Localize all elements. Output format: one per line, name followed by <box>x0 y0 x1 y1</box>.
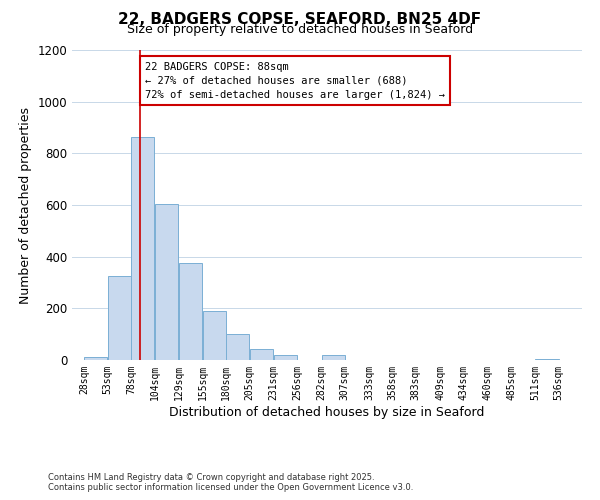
Bar <box>250 349 272 360</box>
X-axis label: Distribution of detached houses by size in Seaford: Distribution of detached houses by size … <box>169 406 485 418</box>
Bar <box>322 356 344 360</box>
Bar <box>226 334 250 360</box>
Bar <box>155 204 178 360</box>
Bar <box>179 263 202 360</box>
Text: Size of property relative to detached houses in Seaford: Size of property relative to detached ho… <box>127 22 473 36</box>
Bar <box>107 276 131 360</box>
Text: 22, BADGERS COPSE, SEAFORD, BN25 4DF: 22, BADGERS COPSE, SEAFORD, BN25 4DF <box>118 12 482 28</box>
Bar <box>131 136 154 360</box>
Text: Contains HM Land Registry data © Crown copyright and database right 2025.
Contai: Contains HM Land Registry data © Crown c… <box>48 473 413 492</box>
Bar <box>203 311 226 360</box>
Y-axis label: Number of detached properties: Number of detached properties <box>19 106 32 304</box>
Bar <box>84 358 107 360</box>
Bar <box>274 355 297 360</box>
Text: 22 BADGERS COPSE: 88sqm
← 27% of detached houses are smaller (688)
72% of semi-d: 22 BADGERS COPSE: 88sqm ← 27% of detache… <box>145 62 445 100</box>
